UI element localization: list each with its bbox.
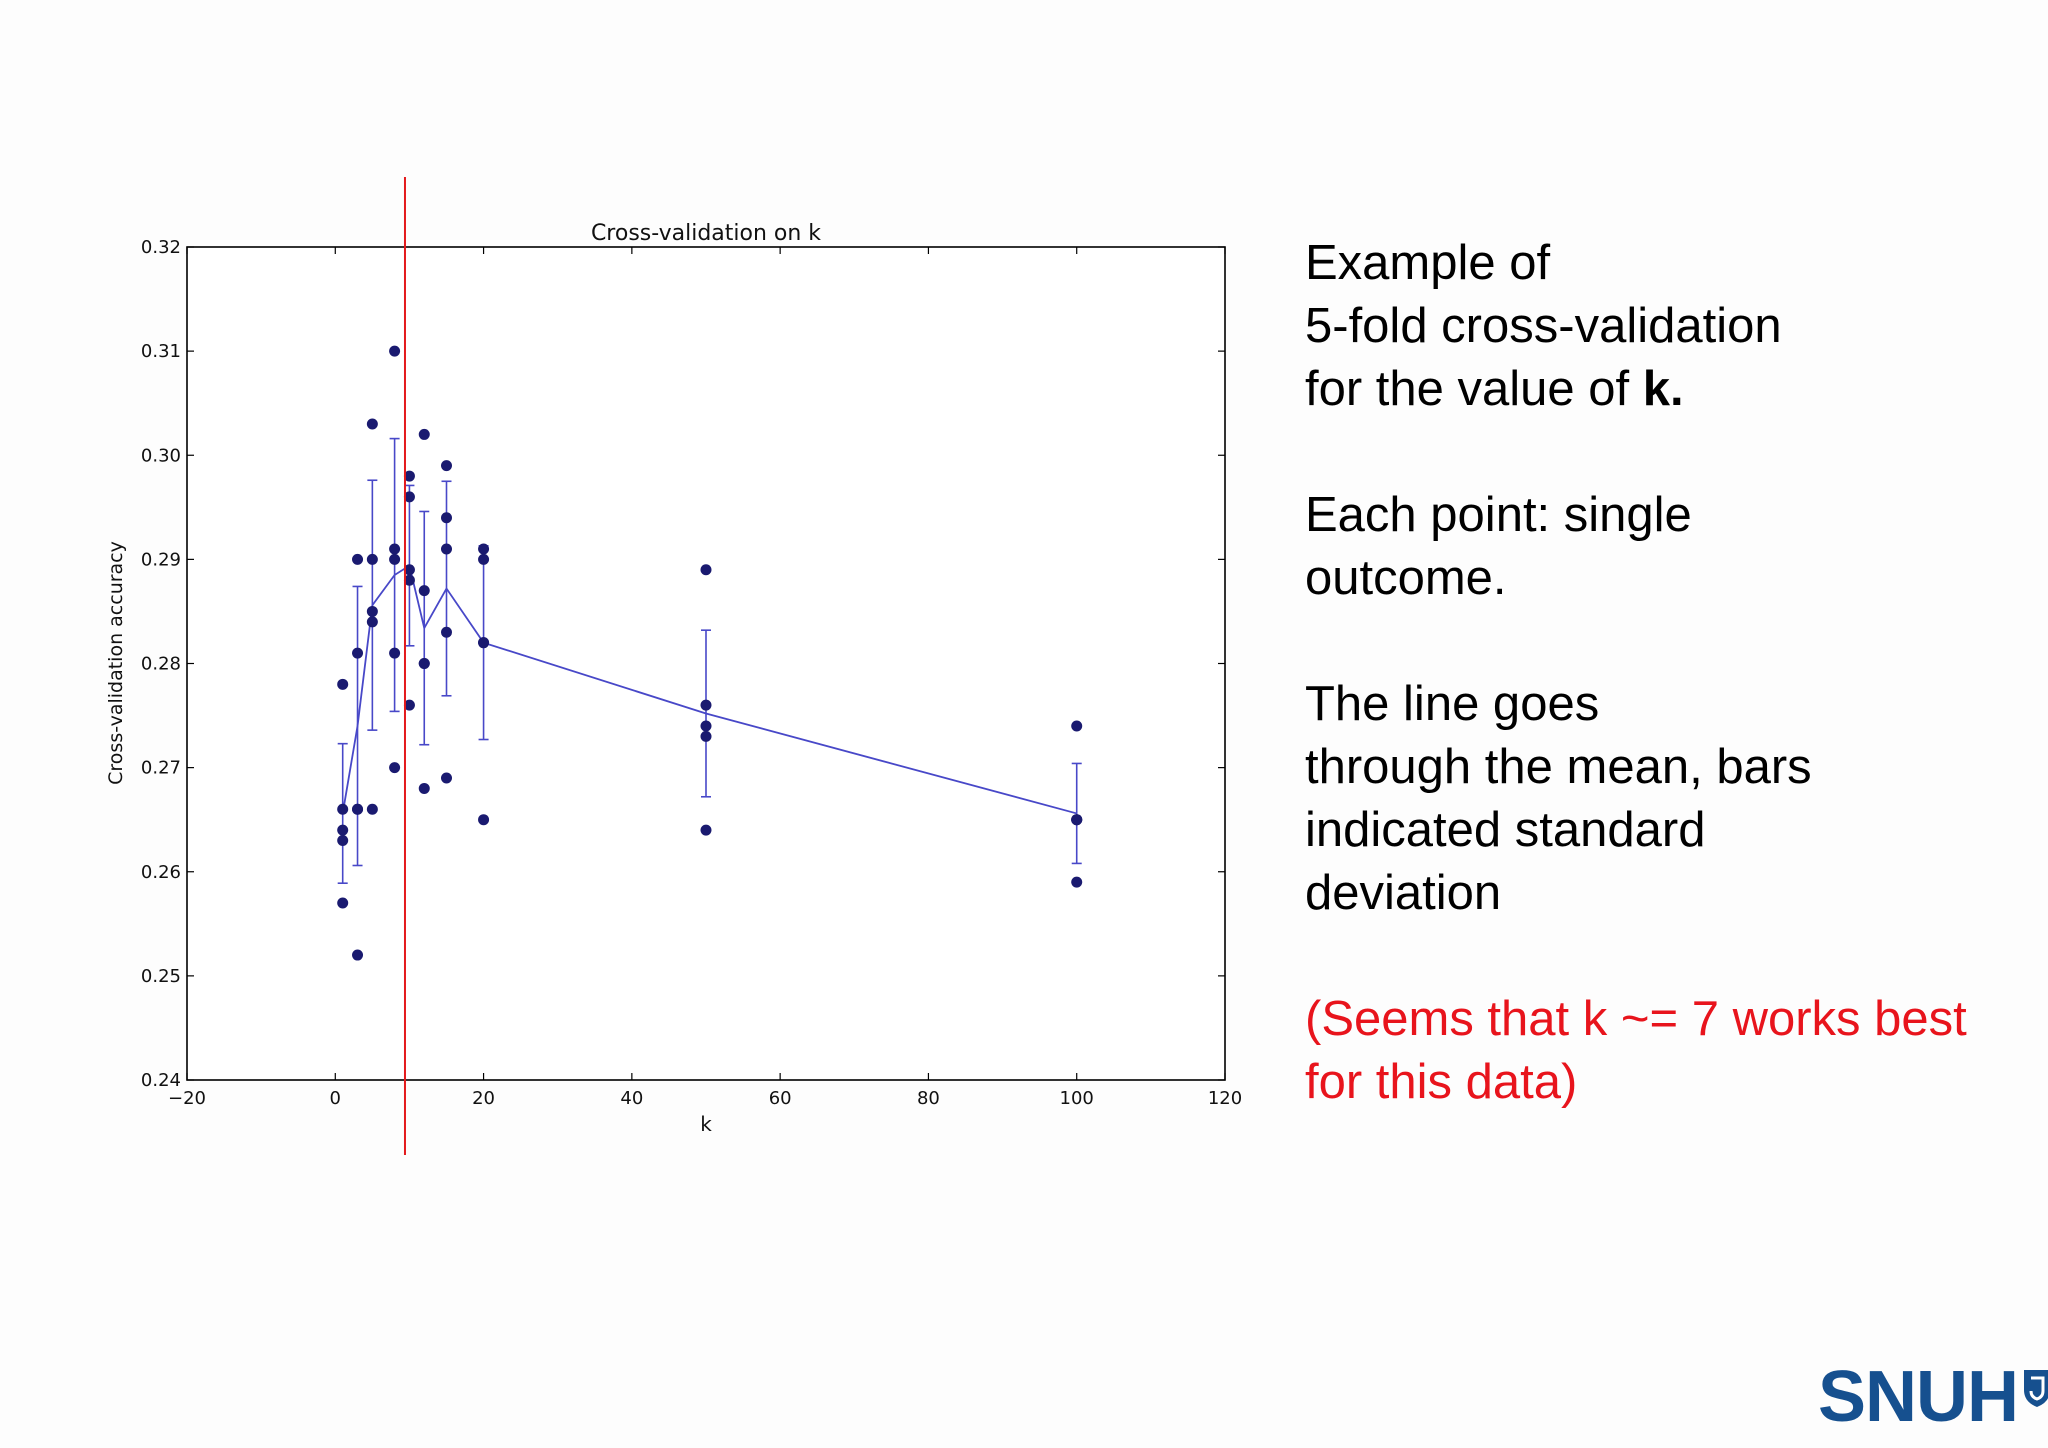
x-tick-label: 80 [917,1088,940,1109]
data-point [403,491,415,503]
data-point [352,949,364,961]
data-point [441,772,452,784]
y-tick-label: 0.24 [141,1070,181,1091]
line-line-1: The line goes [1305,677,1600,731]
data-point [418,585,430,597]
note-paragraph: (Seems that k ~= 7 works best for this d… [1305,988,2035,1114]
data-point [403,699,415,711]
line-line-3: indicated standard [1305,803,1706,857]
y-axis-label: Cross-validation accuracy [105,541,127,785]
line-line-2: through the mean, bars [1305,740,1812,794]
data-point [478,814,490,826]
data-point [1071,814,1083,826]
x-axis-label: k [700,1112,712,1136]
note-line-2: for this data) [1305,1055,1578,1109]
data-point [418,428,430,440]
shield-icon [2024,1370,2048,1407]
data-point [478,637,490,649]
data-point [418,782,430,794]
y-tick-label: 0.28 [141,654,181,675]
logo-text: SNUH [1818,1357,2019,1437]
data-point [366,803,378,815]
data-point [337,678,349,690]
data-point [337,824,349,836]
x-tick-label: 40 [620,1088,643,1109]
data-point [352,553,364,565]
points-line-2: outcome. [1305,551,1507,605]
line-paragraph: The line goes through the mean, bars ind… [1305,673,2035,925]
snuh-logo: SNUH [1818,1357,2048,1437]
data-point [403,470,415,482]
data-point [337,835,349,847]
data-point [441,460,452,472]
data-point [366,616,378,628]
intro-line-1: Example of [1305,236,1551,290]
axis-ticks: −20 0 20 40 60 80 100 120 0.24 0.25 0.26 0.27 0.28 0.… [141,237,1242,1109]
x-tick-label: 0 [330,1088,341,1109]
y-tick-label: 0.26 [141,862,181,883]
data-point [337,803,349,815]
points-paragraph: Each point: single outcome. [1305,484,2035,610]
data-point [389,762,401,774]
data-point [441,512,452,524]
data-point [700,564,712,576]
x-tick-label: 100 [1060,1088,1094,1109]
chart-title: Cross-validation on k [591,221,821,246]
data-point [389,543,401,555]
explanation-text: Example of 5-fold cross-validation for t… [1305,232,2035,1177]
data-point [352,803,364,815]
data-point [337,897,349,909]
y-tick-label: 0.25 [141,966,181,987]
intro-line-3-text: for the value of [1305,362,1643,416]
y-tick-label: 0.27 [141,758,181,779]
x-tick-label: 120 [1208,1088,1242,1109]
data-points [337,345,1083,961]
data-point [1071,876,1083,888]
data-point [700,699,712,711]
data-point [700,730,712,742]
data-point [441,626,452,638]
mean-line-layer [341,564,1077,815]
intro-paragraph: Example of 5-fold cross-validation for t… [1305,232,2035,421]
data-point [352,647,364,659]
data-point [403,574,415,586]
data-point [389,345,401,357]
data-point [389,553,401,565]
data-point [389,647,401,659]
data-point [700,824,712,836]
intro-line-3: for the value of k. [1305,358,2035,421]
y-tick-label: 0.32 [141,237,181,258]
y-tick-label: 0.29 [141,549,181,570]
line-line-4: deviation [1305,866,1502,920]
x-tick-label: −20 [168,1088,206,1109]
points-line-1: Each point: single [1305,488,1692,542]
x-tick-label: 60 [769,1088,792,1109]
x-tick-label: 20 [472,1088,495,1109]
mean-line [341,564,1077,815]
data-point [418,658,430,669]
y-tick-label: 0.30 [141,445,181,466]
data-point [478,543,490,555]
data-point [441,543,452,555]
data-point [366,605,378,617]
data-point [478,553,490,565]
intro-line-2: 5-fold cross-validation [1305,299,1782,353]
data-point [403,564,415,576]
data-point [366,418,378,430]
data-point [700,720,712,732]
note-line-1: (Seems that k ~= 7 works best [1305,992,1967,1046]
data-point [366,553,378,565]
y-tick-label: 0.31 [141,341,181,362]
intro-line-3-bold: k. [1642,362,1684,416]
data-point [1071,720,1083,732]
